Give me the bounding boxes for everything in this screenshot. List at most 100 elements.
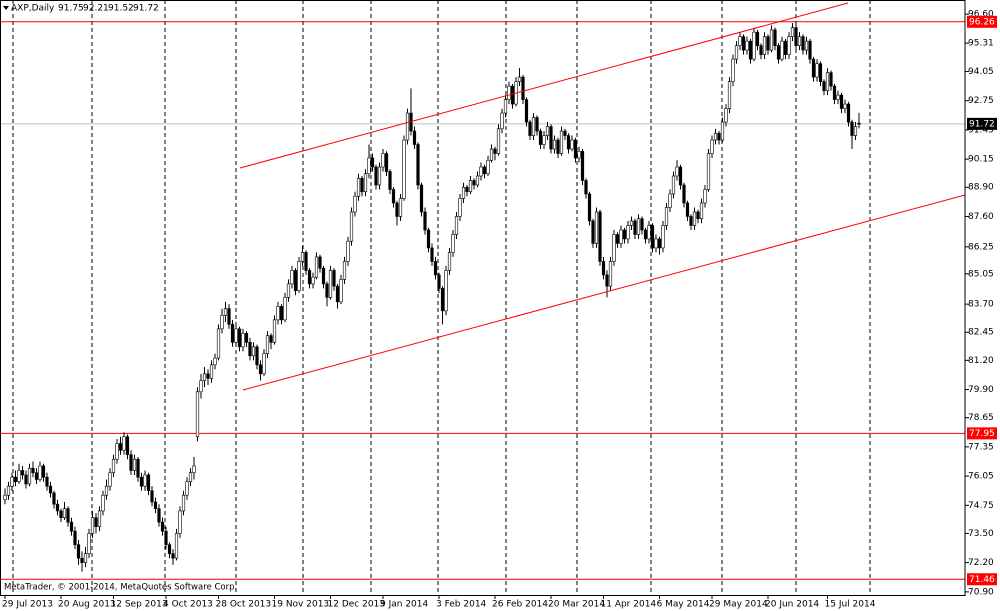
x-tick-label: 15 Jul 2014: [825, 600, 876, 610]
candle-body: [416, 144, 420, 186]
candle-body: [209, 364, 214, 379]
x-tick-label: 29 May 2014: [709, 600, 768, 610]
candle-body: [181, 494, 186, 512]
candle-body: [255, 346, 259, 366]
candle-body: [241, 333, 245, 348]
last-price-label: 91.72: [969, 119, 995, 129]
symbol-menu-icon: [3, 6, 9, 10]
candle-body: [122, 436, 126, 451]
candle-body: [783, 40, 788, 55]
candle-body: [321, 267, 326, 285]
candle-body: [846, 103, 851, 123]
candle-body: [426, 229, 431, 249]
x-tick-label: 12 Sep 2013: [111, 600, 168, 610]
candle-body: [220, 315, 224, 330]
candle-body: [563, 130, 567, 136]
candle-body: [402, 139, 406, 199]
y-tick-label: 72.20: [968, 558, 994, 568]
candle-body: [479, 166, 483, 177]
candle-body: [59, 510, 63, 518]
y-tick-label: 78.65: [968, 413, 994, 423]
candle-body: [104, 485, 109, 496]
candle-body: [38, 465, 42, 480]
candle-body: [97, 510, 102, 527]
candle-body: [549, 126, 553, 150]
y-tick-label: 92.75: [968, 96, 994, 106]
candle-body: [682, 184, 686, 204]
candle-body: [125, 436, 130, 456]
candle-body: [496, 128, 501, 154]
candle-body: [185, 481, 189, 496]
x-tick-label: 9 Jan 2014: [380, 600, 428, 610]
candle-body: [657, 238, 662, 249]
candle-body: [703, 189, 707, 204]
y-tick-label: 87.60: [968, 212, 994, 222]
candle-body: [202, 373, 207, 381]
candle-body: [853, 126, 858, 136]
candle-body: [311, 276, 315, 285]
candle-body: [3, 494, 7, 500]
candle-body: [174, 533, 179, 559]
levels: [0, 21, 965, 580]
candle-body: [276, 306, 280, 321]
candle-body: [601, 261, 606, 276]
candle-body: [157, 508, 161, 523]
candle-body: [244, 333, 249, 343]
candle-body: [794, 27, 798, 46]
candle-body: [818, 63, 823, 82]
candle-body: [475, 175, 480, 186]
candle-body: [111, 458, 116, 474]
candle-body: [346, 240, 350, 262]
candle-body: [636, 218, 641, 235]
candle-body: [591, 220, 595, 244]
candle-body: [335, 285, 340, 303]
channel-upper: [239, 2, 849, 169]
candle-body: [776, 45, 781, 60]
candle-body: [713, 132, 718, 141]
x-tick-label: 4 Oct 2013: [163, 600, 213, 610]
candle-body: [258, 364, 263, 375]
x-tick-label: 20 Aug 2013: [58, 600, 116, 610]
x-tick-label: 11 Apr 2014: [601, 600, 657, 610]
y-tick-label: 95.31: [968, 39, 994, 49]
candle-body: [766, 36, 770, 51]
candle-body: [668, 193, 672, 208]
candle-body: [724, 108, 728, 123]
plot-frame: [0, 0, 966, 596]
x-tick-label: 6 May 2014: [657, 600, 710, 610]
candle-body: [164, 530, 168, 545]
candle-body: [80, 557, 84, 563]
candle-body: [283, 297, 287, 321]
candle-body: [577, 150, 581, 159]
candle-body: [384, 153, 389, 172]
candle-body: [556, 139, 560, 154]
candle-body: [381, 153, 385, 168]
candle-body: [507, 85, 511, 100]
candle-body: [472, 180, 476, 186]
y-tick-label: 73.50: [968, 529, 994, 539]
candle-body: [360, 177, 364, 193]
candle-body: [412, 130, 417, 145]
candle-body: [647, 225, 651, 240]
y-tick-label: 90.15: [968, 155, 994, 165]
symbol: AXP,Daily: [11, 4, 55, 14]
candle-body: [797, 36, 802, 46]
candle-body: [391, 189, 396, 204]
candle-body: [94, 517, 98, 527]
candle-body: [689, 216, 693, 226]
level-label: 96.26: [969, 17, 995, 27]
candle-body: [52, 492, 56, 505]
candle-body: [339, 279, 343, 303]
candle-body: [279, 306, 284, 321]
level-label: 77.95: [969, 429, 995, 439]
candle-body: [822, 81, 826, 91]
y-tick-label: 91.45: [968, 125, 994, 135]
candle-body: [832, 85, 837, 100]
candle-body: [594, 211, 599, 244]
candle-body: [395, 202, 399, 217]
candle-body: [486, 159, 490, 175]
axis: 96.60 95.31 94.05 92.75 91.45 90.15 88.90 87.60…: [2, 10, 997, 610]
candle-body: [248, 342, 252, 357]
candle-body: [857, 122, 861, 125]
